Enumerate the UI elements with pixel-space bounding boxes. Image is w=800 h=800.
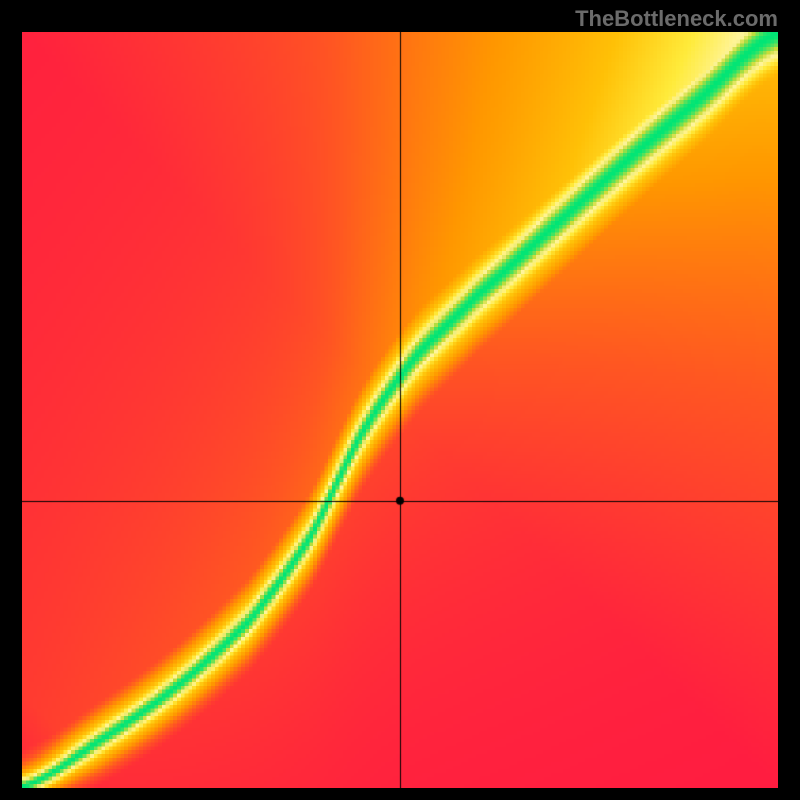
watermark-text: TheBottleneck.com	[575, 6, 778, 32]
crosshair-overlay	[22, 32, 778, 788]
chart-container: TheBottleneck.com	[0, 0, 800, 800]
